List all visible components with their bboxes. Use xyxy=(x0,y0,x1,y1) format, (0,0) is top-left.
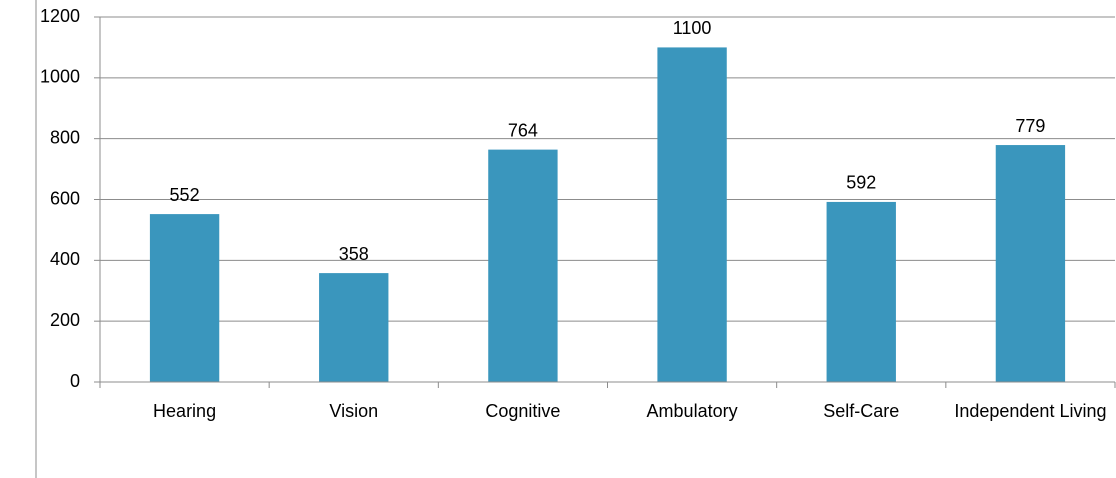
data-label: 552 xyxy=(170,185,200,205)
bar xyxy=(995,145,1066,382)
bar xyxy=(657,47,727,383)
x-tick-label: Cognitive xyxy=(485,401,560,421)
y-tick-label: 1200 xyxy=(40,6,80,26)
y-tick-label: 200 xyxy=(50,310,80,330)
x-tick-label: Independent Living xyxy=(954,401,1106,421)
bar xyxy=(488,149,558,382)
y-tick-label: 400 xyxy=(50,249,80,269)
x-tick-label: Self-Care xyxy=(823,401,899,421)
data-label: 1100 xyxy=(673,18,712,38)
bar xyxy=(826,201,896,382)
bar xyxy=(149,214,220,382)
y-tick-label: 1000 xyxy=(40,67,80,87)
y-tick-label: 800 xyxy=(50,127,80,147)
y-tick-label: 0 xyxy=(70,371,80,391)
x-tick-label: Ambulatory xyxy=(647,401,738,421)
bar xyxy=(319,273,389,382)
data-label: 764 xyxy=(508,120,538,140)
data-label: 358 xyxy=(339,244,369,264)
x-tick-label: Hearing xyxy=(153,401,216,421)
y-tick-label: 600 xyxy=(50,188,80,208)
data-label: 779 xyxy=(1015,116,1045,136)
x-tick-label: Vision xyxy=(329,401,378,421)
data-label: 592 xyxy=(846,173,876,193)
